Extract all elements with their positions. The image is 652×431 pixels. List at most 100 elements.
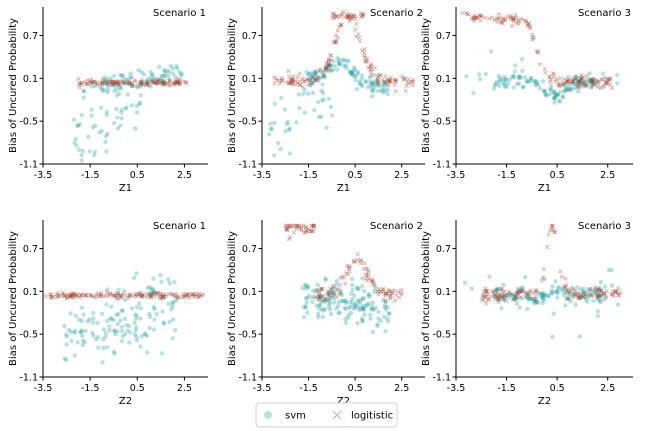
logitistic-point xyxy=(140,81,146,86)
svm-point xyxy=(349,276,355,282)
logitistic-point xyxy=(329,288,334,293)
svm-point xyxy=(360,305,366,311)
logitistic-point xyxy=(173,78,178,83)
svm-point xyxy=(367,79,372,84)
svm-point xyxy=(133,316,138,322)
logitistic-point xyxy=(69,294,75,299)
svm-point xyxy=(497,295,502,300)
svm-point xyxy=(179,73,184,78)
logitistic-point xyxy=(543,70,548,75)
svm-point xyxy=(568,87,573,93)
svm-point xyxy=(122,77,127,82)
logitistic-point xyxy=(153,290,158,295)
logitistic-point xyxy=(60,290,65,295)
logitistic-point xyxy=(401,76,406,81)
svm-point xyxy=(119,324,125,329)
svm-point xyxy=(105,77,111,83)
svm-point xyxy=(385,316,390,321)
svm-point xyxy=(139,82,144,87)
x-tick-label: -1.5 xyxy=(299,170,318,181)
logitistic-point xyxy=(184,291,190,297)
logitistic-point xyxy=(528,25,533,31)
logitistic-point xyxy=(565,87,571,93)
svm-point xyxy=(373,285,378,291)
svm-point xyxy=(514,296,519,301)
logitistic-point xyxy=(575,289,580,295)
svm-point xyxy=(570,86,575,92)
logitistic-point xyxy=(190,291,196,297)
logitistic-point xyxy=(605,81,610,87)
svm-point xyxy=(303,305,309,310)
logitistic-point xyxy=(290,82,296,87)
logitistic-point xyxy=(291,74,296,79)
svm-point xyxy=(382,79,387,85)
svm-point xyxy=(369,304,375,309)
logitistic-point xyxy=(478,14,483,19)
logitistic-point xyxy=(576,295,581,300)
logitistic-point xyxy=(494,16,499,21)
svm-point xyxy=(175,79,180,84)
logitistic-point xyxy=(396,295,402,300)
svm-point xyxy=(355,321,360,326)
logitistic-point xyxy=(307,228,312,234)
logitistic-point xyxy=(577,295,583,300)
svm-point xyxy=(512,292,517,298)
svm-point xyxy=(99,128,105,134)
logitistic-point xyxy=(383,291,388,296)
svm-point xyxy=(387,292,392,297)
svm-point xyxy=(601,297,607,302)
svm-point xyxy=(371,289,377,294)
svm-point xyxy=(493,294,499,300)
logitistic-point xyxy=(323,64,329,70)
svm-point xyxy=(129,83,135,89)
logitistic-point xyxy=(403,88,408,94)
svm-point xyxy=(337,310,342,315)
logitistic-point xyxy=(503,17,508,22)
logitistic-point xyxy=(156,77,162,82)
logitistic-point xyxy=(325,64,330,69)
svm-point xyxy=(134,304,140,310)
logitistic-point xyxy=(304,77,309,83)
logitistic-point xyxy=(107,291,113,296)
svm-point xyxy=(578,74,583,80)
logitistic-point xyxy=(411,77,416,83)
logitistic-point xyxy=(515,18,521,23)
logitistic-point xyxy=(388,296,393,301)
y-tick-label: 0.7 xyxy=(242,244,257,255)
svm-point xyxy=(552,89,557,94)
logitistic-point xyxy=(528,288,533,293)
logitistic-point xyxy=(325,289,331,294)
svm-point xyxy=(115,126,121,131)
svm-point xyxy=(354,285,359,290)
logitistic-point xyxy=(597,294,602,299)
svm-point xyxy=(539,291,545,297)
logitistic-point xyxy=(577,85,582,91)
logitistic-point xyxy=(157,80,162,86)
svm-point xyxy=(283,129,288,134)
svm-point xyxy=(599,293,605,298)
y-tick-label: -0.5 xyxy=(238,330,257,341)
svm-point xyxy=(95,320,100,326)
svm-point xyxy=(350,282,355,288)
svm-point xyxy=(497,297,502,303)
svm-point xyxy=(506,295,511,300)
logitistic-point xyxy=(163,292,169,297)
svm-point xyxy=(97,130,102,135)
logitistic-point xyxy=(345,11,350,17)
logitistic-point xyxy=(330,15,335,20)
svm-point xyxy=(99,105,104,110)
logitistic-point xyxy=(563,81,568,86)
svm-point xyxy=(512,297,517,302)
logitistic-point xyxy=(167,78,172,83)
svm-point xyxy=(334,306,339,311)
logitistic-point xyxy=(184,80,189,86)
logitistic-point xyxy=(315,293,321,298)
svm-point xyxy=(315,287,320,293)
svm-point xyxy=(615,81,620,86)
logitistic-point xyxy=(579,73,584,78)
logitistic-point xyxy=(581,80,586,86)
logitistic-point xyxy=(68,293,74,299)
logitistic-point xyxy=(580,294,586,299)
svm-point xyxy=(498,287,504,293)
y-tick-label: -0.5 xyxy=(432,117,451,128)
